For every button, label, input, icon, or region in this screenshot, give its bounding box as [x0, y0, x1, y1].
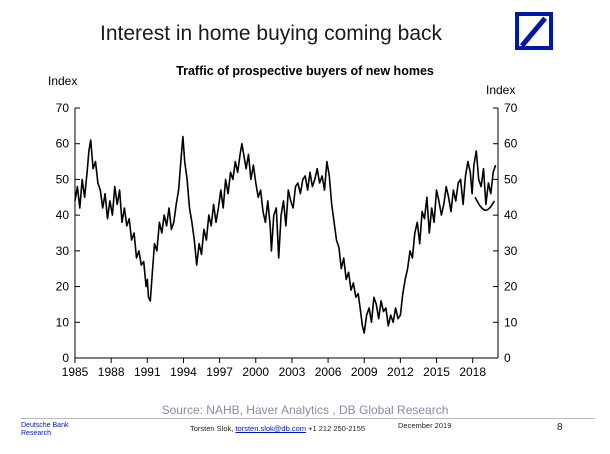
x-tick-label: 2012	[387, 365, 414, 379]
author-phone: +1 212 250-2155	[308, 424, 366, 433]
footer-brand: Deutsche Bank Research	[21, 422, 68, 438]
x-tick-label: 2009	[351, 365, 378, 379]
y-tick-label-left: 70	[56, 101, 70, 115]
x-tick-label: 1997	[206, 365, 233, 379]
deutsche-bank-logo	[515, 12, 553, 50]
y-tick-label-right: 60	[504, 137, 518, 151]
y-tick-label-left: 40	[56, 208, 70, 222]
author-email-link[interactable]: torsten.slok@db.com	[235, 424, 307, 433]
chart-title: Traffic of prospective buyers of new hom…	[176, 64, 434, 78]
footer-author: Torsten Slok, torsten.slok@db.com +1 212…	[190, 424, 365, 433]
y-tick-label-right: 20	[504, 280, 518, 294]
y-tick-label-left: 20	[56, 280, 70, 294]
x-tick-label: 1988	[98, 365, 125, 379]
trend-annotation-curve	[474, 196, 496, 211]
author-name: Torsten Slok,	[190, 424, 234, 433]
x-tick-label: 1994	[170, 365, 197, 379]
brand-name: Deutsche Bank	[21, 422, 69, 429]
x-tick-label: 2000	[242, 365, 269, 379]
page-number: 8	[557, 422, 563, 433]
footer-divider	[20, 418, 595, 419]
y-tick-label-left: 60	[56, 137, 70, 151]
x-tick-label: 2003	[279, 365, 306, 379]
y-tick-label-left: 0	[62, 351, 69, 365]
y-tick-label-left: 30	[56, 244, 70, 258]
footer-date: December 2019	[398, 421, 452, 430]
x-tick-label: 1991	[134, 365, 161, 379]
x-tick-label: 2006	[315, 365, 342, 379]
x-tick-label: 2015	[423, 365, 450, 379]
x-tick-label: 2018	[459, 365, 486, 379]
y-tick-label-right: 50	[504, 172, 518, 186]
y-tick-label-right: 0	[504, 351, 511, 365]
y-axis-label-left: Index	[48, 74, 78, 88]
y-tick-label-left: 50	[56, 172, 70, 186]
y-axis-label-right: Index	[486, 83, 516, 97]
y-tick-label-right: 40	[504, 208, 518, 222]
series-line-0	[74, 135, 497, 334]
x-tick-label: 1985	[62, 365, 89, 379]
y-tick-label-right: 10	[504, 315, 518, 329]
source-note: Source: NAHB, Haver Analytics , DB Globa…	[161, 403, 449, 417]
slide-title: Interest in home buying coming back	[100, 22, 443, 45]
y-tick-label-right: 70	[504, 101, 518, 115]
brand-division: Research	[21, 430, 51, 437]
y-tick-label-left: 10	[56, 315, 70, 329]
y-tick-label-right: 30	[504, 244, 518, 258]
